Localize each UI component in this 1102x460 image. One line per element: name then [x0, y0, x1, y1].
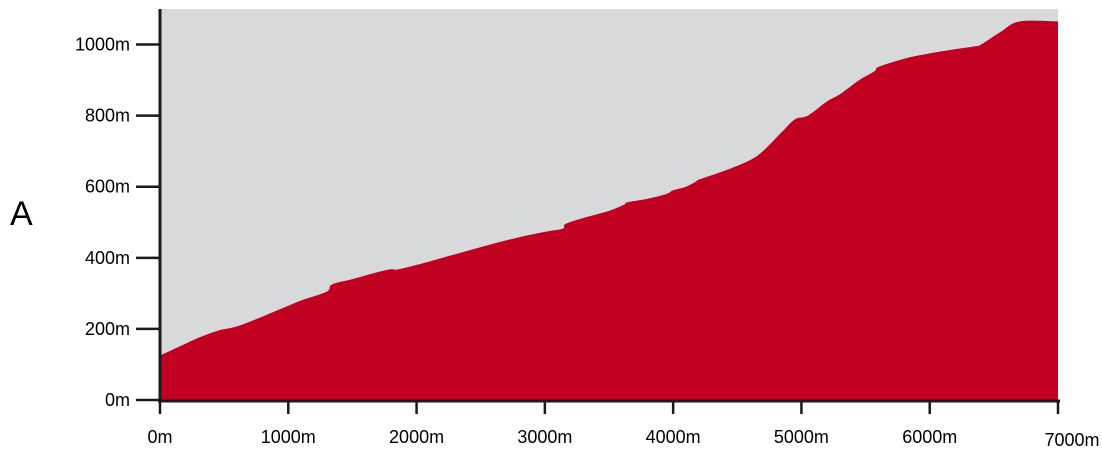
y-axis: 0m 200m 400m 600m 800m 1000m — [75, 9, 162, 410]
y-tick-label: 800m — [85, 106, 130, 126]
x-tick-label: 5000m — [774, 427, 829, 447]
y-tick-label: 200m — [85, 319, 130, 339]
elevation-area — [160, 20, 1058, 400]
y-tick-label: 0m — [105, 390, 130, 410]
x-tick-label: 6000m — [902, 427, 957, 447]
x-tick-label: 4000m — [646, 427, 701, 447]
panel-label: A — [10, 195, 33, 233]
x-axis: 0m 1000m 2000m 3000m 4000m 5000m 6000m 7000m — [147, 399, 1100, 450]
x-tick-label: 3000m — [517, 427, 572, 447]
y-tick-label: 1000m — [75, 35, 130, 55]
x-tick-label: 1000m — [261, 427, 316, 447]
y-tick-label: 600m — [85, 177, 130, 197]
x-tick-label: 2000m — [389, 427, 444, 447]
y-tick-label: 400m — [85, 248, 130, 268]
x-tick-label: 7000m — [1044, 430, 1099, 450]
x-tick-label: 0m — [147, 427, 172, 447]
